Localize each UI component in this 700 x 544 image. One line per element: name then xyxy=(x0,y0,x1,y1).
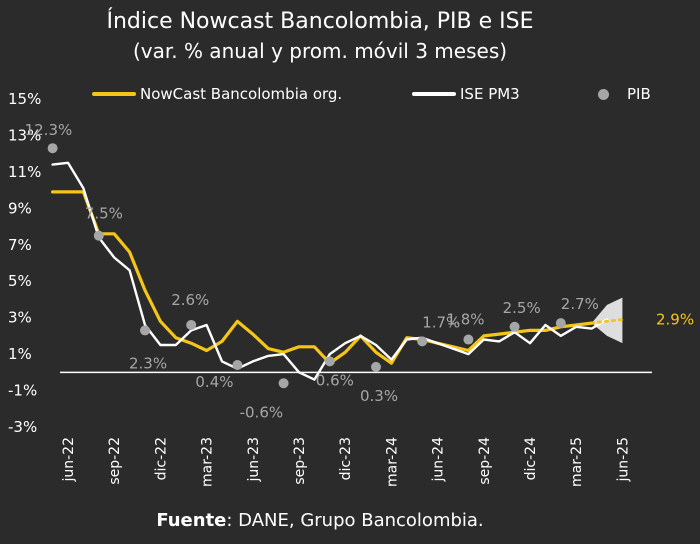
pib-point xyxy=(371,361,381,372)
pib-data-label: 2.3% xyxy=(129,354,167,372)
pib-point xyxy=(140,325,150,336)
x-tick-label: jun-22 xyxy=(61,437,77,483)
pib-point xyxy=(278,378,289,389)
source-text: : DANE, Grupo Bancolombia. xyxy=(226,510,484,531)
x-tick-label: jun-24 xyxy=(431,437,447,483)
legend-item-ise: ISE PM3 xyxy=(412,82,520,106)
y-tick-label: 9% xyxy=(8,199,32,217)
y-tick-label: -3% xyxy=(8,418,37,436)
x-tick-label: sep-22 xyxy=(107,437,123,485)
x-tick-label: mar-24 xyxy=(384,437,400,487)
pib-data-label: 1.7% xyxy=(422,313,460,331)
pib-data-label: 2.7% xyxy=(561,295,599,313)
legend-item-pib: PIB xyxy=(590,82,651,106)
x-tick-label: dic-23 xyxy=(338,437,354,480)
pib-point xyxy=(232,360,243,371)
legend-swatch-ise xyxy=(412,92,456,96)
pib-point xyxy=(509,321,520,332)
legend-label-pib: PIB xyxy=(627,85,651,103)
pib-point xyxy=(463,334,474,345)
y-tick-label: 5% xyxy=(8,272,32,290)
x-tick-label: jun-25 xyxy=(615,437,631,483)
series-line-ise xyxy=(51,161,609,381)
pib-point xyxy=(555,318,566,329)
pib-data-label: 2.5% xyxy=(503,299,541,317)
legend: NowCast Bancolombia org. ISE PM3 PIB xyxy=(0,82,700,106)
legend-swatch-pib xyxy=(598,88,609,100)
pib-point xyxy=(93,230,104,241)
legend-item-nowcast: NowCast Bancolombia org. xyxy=(92,82,342,106)
pib-data-label: 0.6% xyxy=(316,371,354,389)
legend-label-nowcast: NowCast Bancolombia org. xyxy=(140,85,343,103)
x-tick-label: dic-22 xyxy=(153,437,169,480)
series-line-nowcast-forecast xyxy=(590,318,624,325)
y-tick-label: 11% xyxy=(8,163,41,181)
x-tick-label: mar-25 xyxy=(569,437,585,487)
chart-title: Índice Nowcast Bancolombia, PIB e ISE xyxy=(106,9,534,34)
x-tick-label: sep-23 xyxy=(292,437,308,485)
source-label: Fuente xyxy=(156,510,227,531)
y-tick-label: -1% xyxy=(8,382,37,400)
pib-data-label: 2.6% xyxy=(171,291,209,309)
series-line-nowcast xyxy=(51,190,594,365)
pib-data-label: 1.8% xyxy=(446,311,484,329)
y-tick-label: 7% xyxy=(8,236,32,254)
pib-point xyxy=(186,319,197,330)
y-tick-label: 15% xyxy=(8,90,41,108)
pib-data-label: -0.6% xyxy=(240,403,284,421)
pib-point xyxy=(324,356,335,367)
pib-data-label: 7.5% xyxy=(85,205,123,223)
y-tick-label: 13% xyxy=(8,126,41,144)
x-tick-label: dic-24 xyxy=(523,437,539,480)
pib-point xyxy=(47,143,58,154)
x-tick-label: mar-23 xyxy=(200,437,216,487)
x-tick-label: jun-23 xyxy=(246,437,262,483)
pib-data-label: 12.3% xyxy=(25,121,73,139)
x-tick-label: sep-24 xyxy=(477,437,493,485)
y-tick-label: 3% xyxy=(8,309,32,327)
pib-data-label: 0.4% xyxy=(195,373,233,391)
end-value-label: 2.9% xyxy=(656,310,694,328)
chart-subtitle: (var. % anual y prom. móvil 3 meses) xyxy=(132,39,508,63)
legend-label-ise: ISE PM3 xyxy=(460,85,520,103)
y-tick-label: 1% xyxy=(8,345,32,363)
source-note: Fuente: DANE, Grupo Bancolombia. xyxy=(0,510,640,531)
pib-point xyxy=(417,336,428,347)
legend-swatch-nowcast xyxy=(92,92,136,96)
pib-data-label: 0.3% xyxy=(360,387,398,405)
